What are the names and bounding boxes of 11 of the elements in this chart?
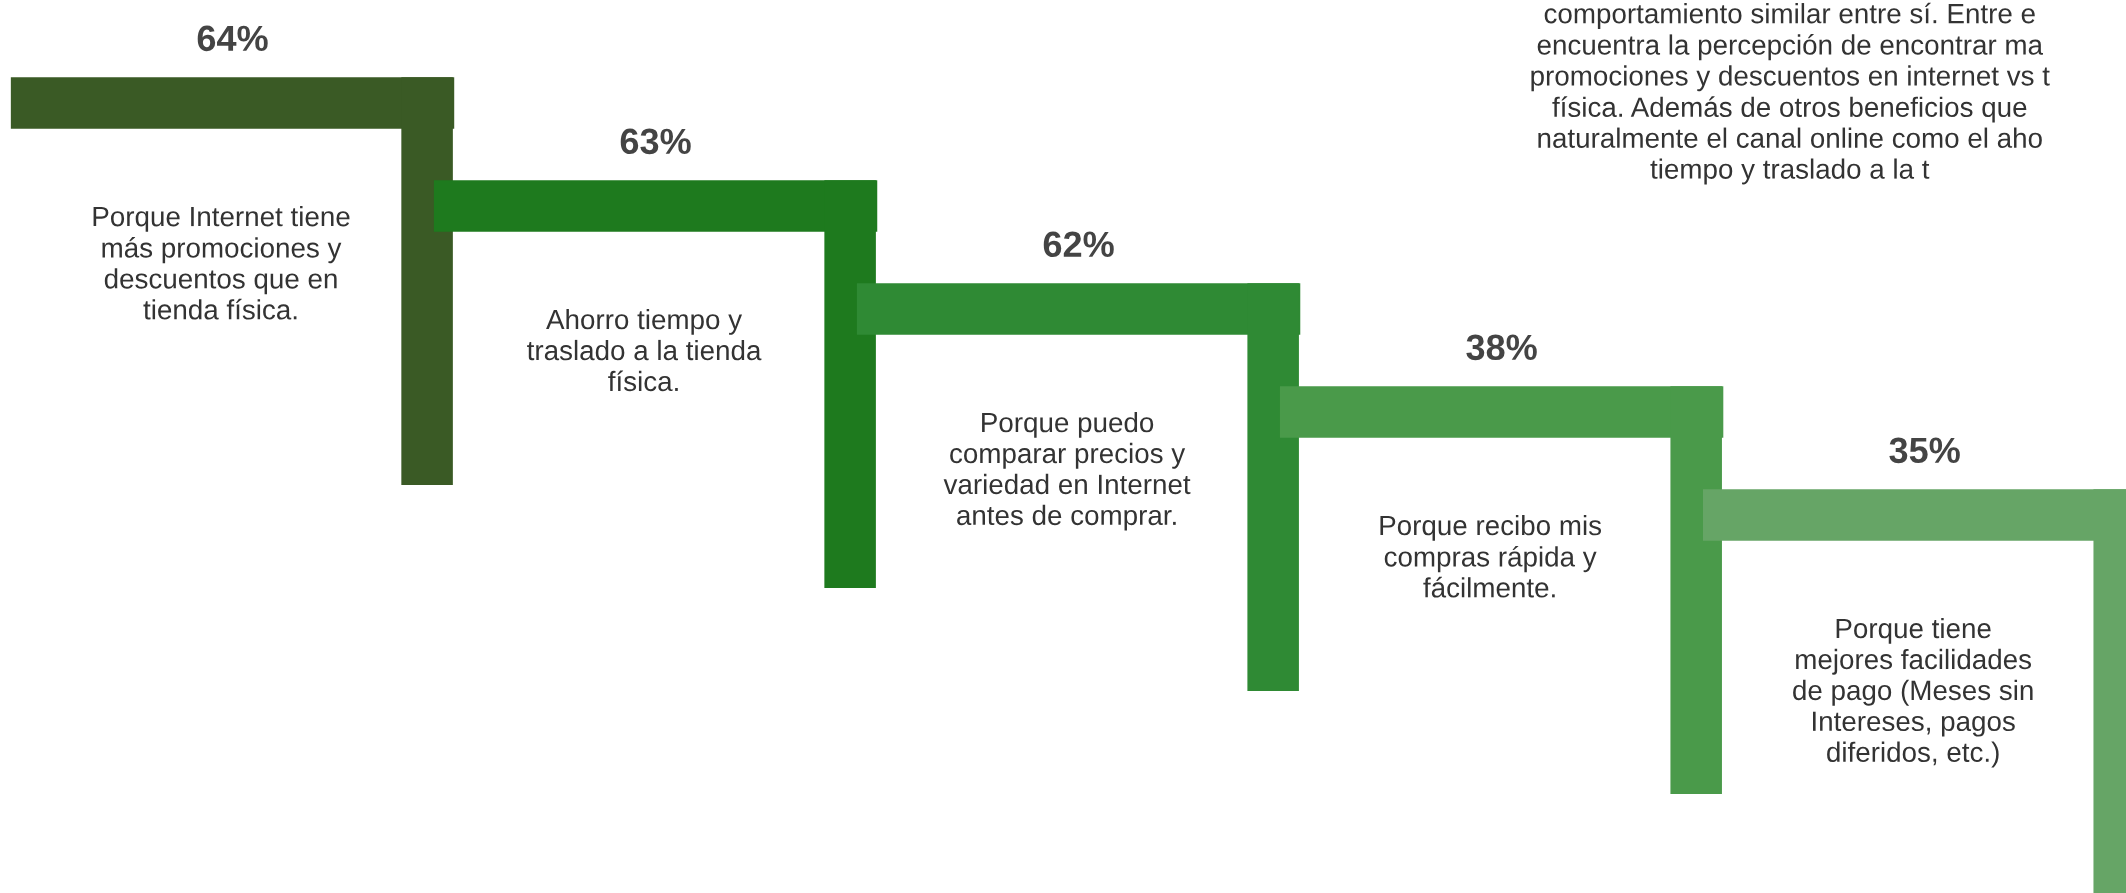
data-label: 38% <box>1466 334 1537 361</box>
data-label: 35% <box>1889 437 1960 464</box>
category-label: Ahorro tiempo y traslado a la tienda física. <box>527 308 762 392</box>
category-label: Porque puedo comparar precios y variedad en Internet antes de comprar. <box>943 411 1191 531</box>
data-label: 64% <box>197 25 268 52</box>
data-label: 63% <box>620 128 691 155</box>
text: comportamiento similar entre sí. Entre e encuentra la percepción de encontrar ma promociones y descuentos en internet vs t física. Además de otros beneficios que naturalmente el canal online como el aho tiempo y traslado a la t <box>1531 2 2050 185</box>
data-label: 62% <box>1043 231 1114 258</box>
category-label: Porque recibo mis compras rápida y fácilmente. <box>1380 514 1602 598</box>
category-label: Porque tiene mejores facilidades de pago (Meses sin Intereses, pagos diferidos, etc.) <box>1793 617 2033 768</box>
category-label: Porque Internet tiene más promociones y descuentos que en tienda física. <box>93 205 350 320</box>
